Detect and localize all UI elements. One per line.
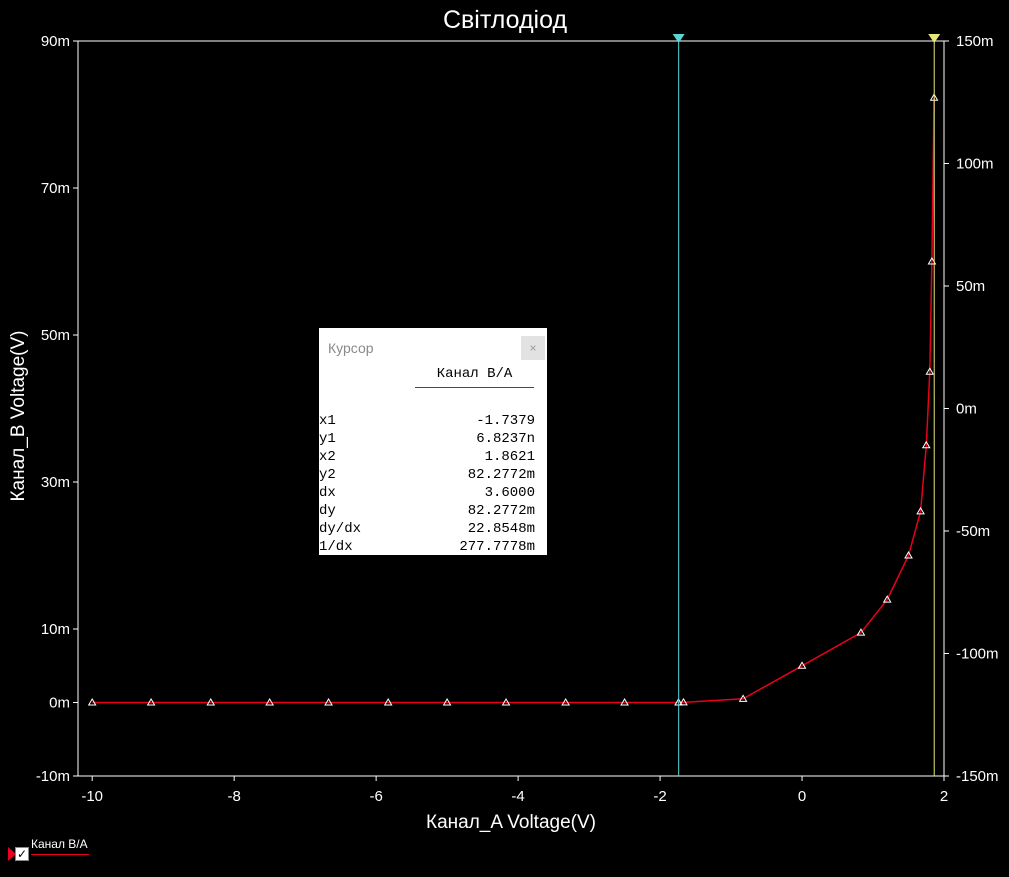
x-tick-label: -8 (227, 788, 240, 805)
y-tick-label: -10m (36, 768, 70, 785)
series-point (921, 440, 931, 449)
cursor-row-label: y2 (319, 467, 336, 483)
series-point (797, 661, 807, 669)
series-point (265, 698, 275, 706)
x-tick-label: -2 (653, 788, 666, 805)
x-axis-title: Канал_A Voltage(V) (426, 812, 596, 833)
series-point (882, 595, 892, 603)
series-point (324, 698, 333, 706)
cursor-row-label: x2 (319, 449, 336, 465)
cursor-row-value: 3.6000 (484, 485, 535, 501)
x-tick-label: 2 (940, 788, 948, 805)
cursor-row-label: dy/dx (319, 521, 362, 537)
y2-axis-ticks: -150m -100m -50m 0m 50m 100m 150m (944, 33, 999, 785)
chart-title: Світлодіод (443, 6, 568, 34)
series-point (206, 698, 216, 706)
cursor-row-value: -1.7379 (476, 413, 535, 429)
cursor-row: dx 3.6000 (319, 484, 535, 502)
cursor-panel-title: Курсор (328, 340, 374, 356)
cursor-row-label: y1 (319, 431, 336, 447)
cursor-handle-2[interactable] (928, 34, 941, 43)
y-axis-ticks: -10m 0m 10m 30m 50m 70m 90m (36, 33, 78, 785)
y-tick-label: 90m (41, 33, 70, 50)
cursor-handle-1[interactable] (672, 34, 685, 43)
series-point (904, 551, 913, 559)
cursor-row-label: dy (319, 503, 336, 519)
y-axis-title: Канал_B Voltage(V) (8, 330, 29, 501)
cursor-row: y2 82.2772m (319, 466, 535, 484)
series-point (146, 698, 156, 706)
x-tick-label: -6 (369, 788, 382, 805)
series-point (501, 698, 511, 706)
cursor-row-value: 277.7778m (459, 539, 535, 555)
cursor-row-value: 1.8621 (484, 449, 535, 465)
cursor-row-value: 22.8548m (467, 521, 535, 537)
series-point (383, 698, 393, 706)
x-axis-ticks: -10 -8 -6 -4 -2 0 2 (81, 776, 948, 805)
y2-tick-label: 150m (956, 33, 994, 50)
series-layer (87, 93, 939, 706)
y2-tick-label: -50m (956, 523, 990, 540)
cursor-table: x1 -1.7379 y1 6.8237n x2 1.8621 y2 82.2772m dx 3.… (319, 412, 535, 556)
cursor-row-label: dx (319, 485, 336, 501)
y2-tick-label: -100m (956, 646, 999, 663)
series-point (738, 694, 748, 702)
x-tick-label: 0 (798, 788, 806, 805)
y-tick-label: 10m (41, 621, 70, 638)
x-tick-label: -10 (81, 788, 103, 805)
y2-tick-label: 100m (956, 156, 994, 173)
y2-tick-label: 50m (956, 278, 985, 295)
y2-tick-label: 0m (956, 401, 977, 418)
cursor-layer[interactable] (672, 34, 941, 776)
legend-checkbox[interactable]: ✓ (15, 847, 29, 861)
legend-label: Канал B/A (31, 837, 88, 851)
cursor-row: 1/dx 277.7778m (319, 538, 535, 556)
cursor-row-value: 82.2772m (467, 503, 535, 519)
series-point (87, 698, 97, 706)
cursor-row-value: 6.8237n (476, 431, 535, 447)
y-tick-label: 0m (49, 695, 70, 712)
x-tick-label: -4 (511, 788, 524, 805)
cursor-row: x1 -1.7379 (319, 412, 535, 430)
cursor-row: y1 6.8237n (319, 430, 535, 448)
legend-marker-icon (8, 847, 16, 861)
y-tick-label: 30m (41, 474, 70, 491)
cursor-row: x2 1.8621 (319, 448, 535, 466)
cursor-row: dy/dx 22.8548m (319, 520, 535, 538)
series-point (561, 698, 571, 706)
cursor-panel[interactable]: Курсор × Канал B/A x1 -1.7379 y1 6.8237n x2 1… (319, 328, 547, 555)
legend-line-swatch (31, 854, 89, 855)
y2-tick-label: -150m (956, 768, 999, 785)
close-button[interactable]: × (521, 336, 545, 360)
series-point (679, 697, 688, 706)
cursor-row-value: 82.2772m (467, 467, 535, 483)
series-point (856, 628, 866, 636)
cursor-row: dy 82.2772m (319, 502, 535, 520)
cursor-column-header: Канал B/A (415, 366, 534, 388)
series-point (442, 698, 452, 706)
series-point (927, 257, 937, 265)
series-point (620, 698, 629, 706)
cursor-row-label: 1/dx (319, 539, 353, 555)
cursor-row-label: x1 (319, 413, 336, 429)
y-tick-label: 70m (41, 180, 70, 197)
y-tick-label: 50m (41, 327, 70, 344)
series-point (925, 367, 935, 375)
series-point (916, 506, 925, 515)
